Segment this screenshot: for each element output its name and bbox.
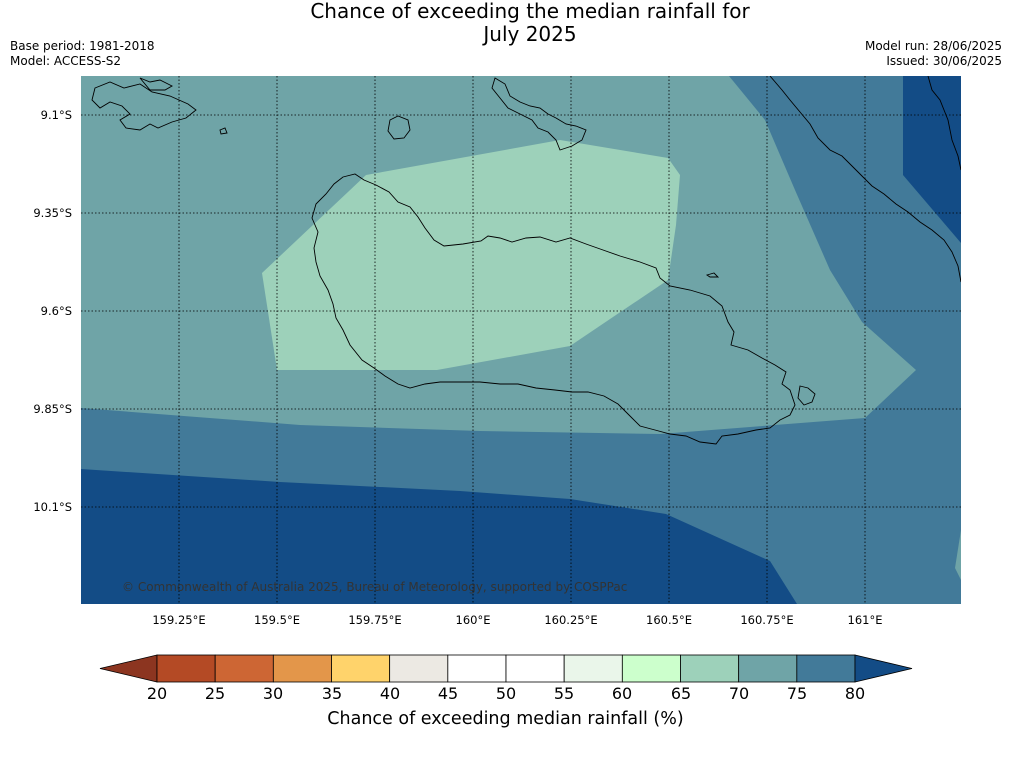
coastline-islet-cluster bbox=[797, 385, 816, 406]
colorbar-cell bbox=[214, 654, 274, 683]
colorbar-cell bbox=[505, 654, 565, 683]
colorbar-cell bbox=[621, 654, 681, 683]
colorbar-cell bbox=[796, 654, 856, 683]
zone-over-80-northeast bbox=[903, 76, 961, 243]
coastline-malaita-east bbox=[927, 76, 961, 171]
rainfall-zones bbox=[81, 76, 961, 604]
coastline-small-island bbox=[387, 115, 411, 140]
colorbar-cell bbox=[389, 654, 449, 683]
model-text: Model: ACCESS-S2 bbox=[10, 54, 122, 68]
colorbar-cell bbox=[447, 654, 507, 683]
map-title: Chance of exceeding the median rainfall … bbox=[230, 0, 830, 46]
lat-label-9-1: 9.1°S bbox=[40, 108, 72, 122]
lon-label-161: 161°E bbox=[847, 613, 883, 627]
colorbar-tick-75: 75 bbox=[786, 684, 808, 703]
colorbar-tick-70: 70 bbox=[728, 684, 750, 703]
colorbar bbox=[99, 654, 913, 683]
colorbar-tick-50: 50 bbox=[495, 684, 517, 703]
lon-label-160: 160°E bbox=[455, 613, 491, 627]
lat-label-9-6: 9.6°S bbox=[40, 304, 72, 318]
lat-label-9-35: 9.35°S bbox=[33, 206, 72, 220]
coastline-nggela-north bbox=[139, 77, 173, 91]
colorbar-cell bbox=[272, 654, 332, 683]
coastline-islet-west bbox=[219, 127, 228, 135]
colorbar-cells bbox=[156, 654, 856, 683]
lat-label-9-85: 9.85°S bbox=[33, 402, 72, 416]
colorbar-tick-35: 35 bbox=[321, 684, 343, 703]
colorbar-over-arrow bbox=[854, 654, 913, 683]
lon-label-159-75: 159.75°E bbox=[348, 613, 402, 627]
colorbar-tick-55: 55 bbox=[553, 684, 575, 703]
coastline-guadalcanal bbox=[311, 173, 796, 445]
issued-text: Issued: 30/06/2025 bbox=[886, 54, 1002, 68]
colorbar-under-arrow bbox=[99, 654, 158, 683]
coastline-malaita bbox=[769, 76, 961, 283]
meta-left: Base period: 1981-2018 Model: ACCESS-S2 bbox=[10, 39, 155, 69]
meta-right: Model run: 28/06/2025 Issued: 30/06/2025 bbox=[865, 39, 1002, 69]
lat-label-10-1: 10.1°S bbox=[33, 500, 72, 514]
title-line-2: July 2025 bbox=[483, 22, 577, 46]
colorbar-tick-65: 65 bbox=[670, 684, 692, 703]
lon-label-160-75: 160.75°E bbox=[740, 613, 794, 627]
colorbar-tick-45: 45 bbox=[437, 684, 459, 703]
colorbar-cell bbox=[156, 654, 216, 683]
colorbar-tick-40: 40 bbox=[379, 684, 401, 703]
coastlines bbox=[91, 76, 961, 445]
colorbar-tick-30: 30 bbox=[262, 684, 284, 703]
zone-over-80-lower bbox=[81, 469, 797, 604]
zone-75-80-lower bbox=[81, 76, 961, 604]
copyright-text: © Commonwealth of Australia 2025, Bureau… bbox=[122, 580, 628, 594]
coastline-nggela-west bbox=[91, 81, 197, 131]
colorbar-tick-60: 60 bbox=[611, 684, 633, 703]
base-period-text: Base period: 1981-2018 bbox=[10, 39, 155, 53]
coastline-islet-east bbox=[705, 272, 720, 278]
colorbar-tick-80: 80 bbox=[844, 684, 866, 703]
zone-65-70 bbox=[262, 140, 680, 370]
coastline-florida-island bbox=[491, 77, 587, 151]
lon-label-159-25: 159.25°E bbox=[152, 613, 206, 627]
lon-label-160-5: 160.5°E bbox=[646, 613, 692, 627]
lon-label-159-5: 159.5°E bbox=[254, 613, 300, 627]
colorbar-cell bbox=[331, 654, 391, 683]
colorbar-cell bbox=[738, 654, 798, 683]
map-canvas[interactable] bbox=[0, 0, 1011, 640]
zone-70-75-edge bbox=[955, 530, 961, 580]
colorbar-tick-20: 20 bbox=[146, 684, 168, 703]
colorbar-cell bbox=[680, 654, 740, 683]
graticule bbox=[81, 76, 961, 604]
colorbar-tick-25: 25 bbox=[204, 684, 226, 703]
title-line-1: Chance of exceeding the median rainfall … bbox=[310, 0, 750, 23]
model-run-text: Model run: 28/06/2025 bbox=[864, 39, 1002, 53]
colorbar-cell bbox=[563, 654, 623, 683]
lon-label-160-25: 160.25°E bbox=[544, 613, 598, 627]
colorbar-title: Chance of exceeding median rainfall (%) bbox=[327, 709, 684, 729]
